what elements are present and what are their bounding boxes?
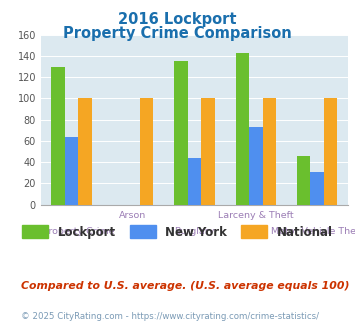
Bar [174, 61, 187, 205]
Text: Motor Vehicle Theft: Motor Vehicle Theft [271, 227, 355, 236]
Bar [140, 98, 153, 205]
Bar [78, 98, 92, 205]
Bar [65, 137, 78, 205]
Text: Burglary: Burglary [174, 227, 214, 236]
Text: Property Crime Comparison: Property Crime Comparison [63, 26, 292, 41]
Bar [297, 156, 310, 205]
Text: All Property Crime: All Property Crime [28, 227, 115, 236]
Text: 2016 Lockport: 2016 Lockport [118, 12, 237, 26]
Bar [310, 172, 324, 205]
Text: Arson: Arson [119, 212, 147, 220]
Text: Larceny & Theft: Larceny & Theft [218, 212, 294, 220]
Bar [235, 53, 249, 205]
Bar [51, 67, 65, 205]
Bar [187, 158, 201, 205]
Bar [201, 98, 215, 205]
Legend: Lockport, New York, National: Lockport, New York, National [17, 220, 338, 243]
Text: Compared to U.S. average. (U.S. average equals 100): Compared to U.S. average. (U.S. average … [21, 281, 350, 291]
Bar [249, 127, 263, 205]
Bar [324, 98, 338, 205]
Text: © 2025 CityRating.com - https://www.cityrating.com/crime-statistics/: © 2025 CityRating.com - https://www.city… [21, 312, 319, 321]
Bar [263, 98, 276, 205]
